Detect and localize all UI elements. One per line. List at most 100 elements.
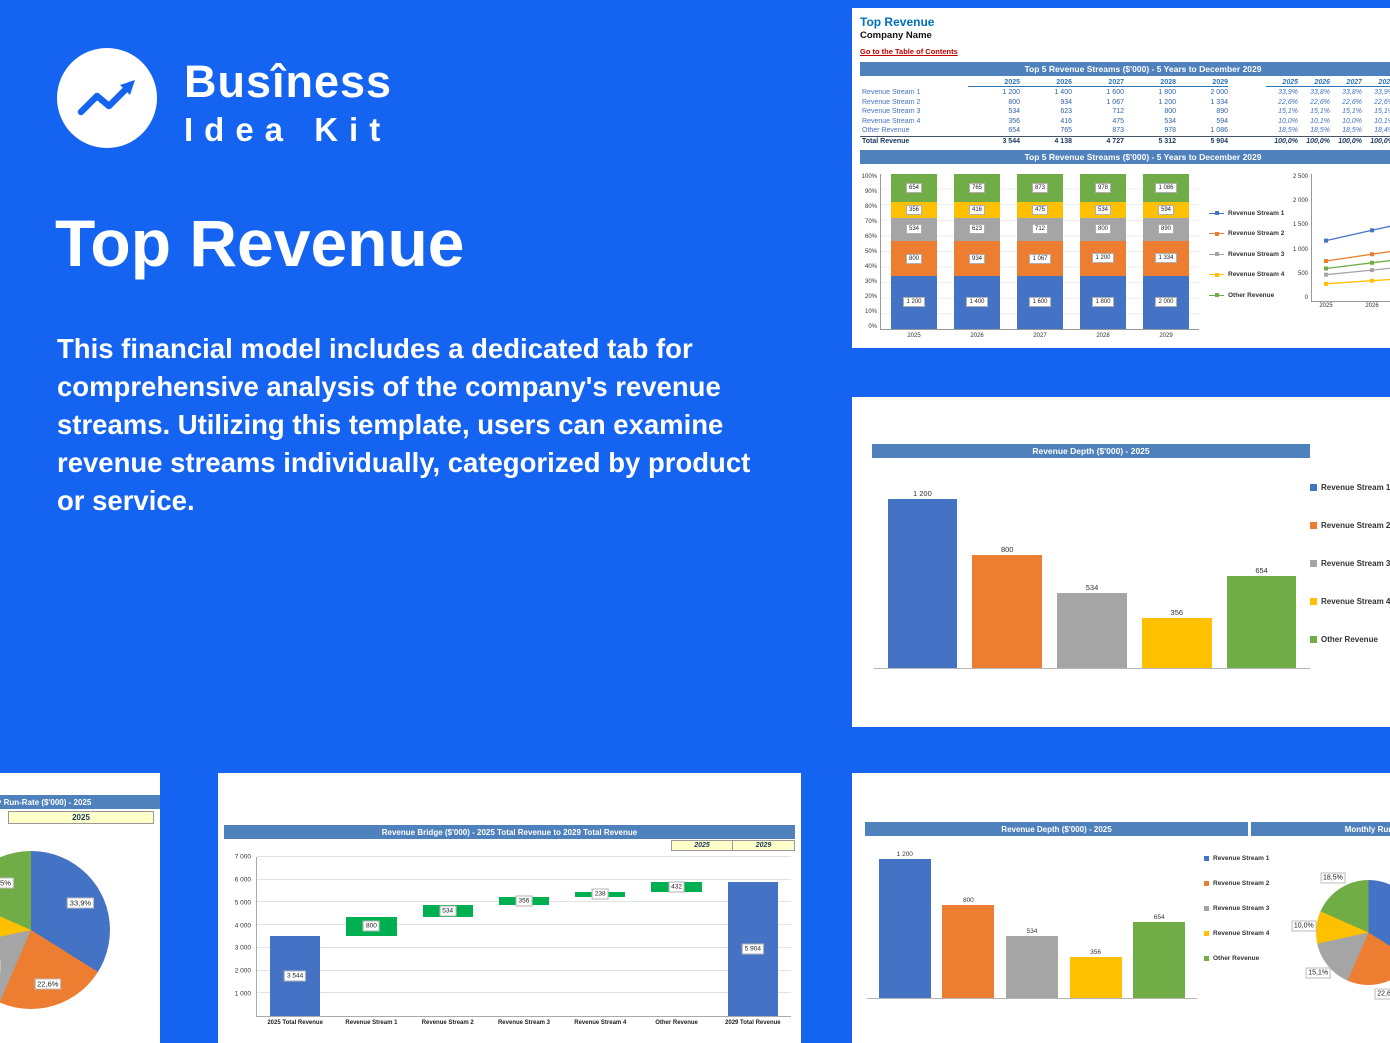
year-selector-cell[interactable]: 2025 [8,811,154,824]
bar-segment: 1 400 [954,276,1000,329]
legend-item: Revenue Stream 3 [1310,559,1390,568]
x-label: 2025 [1319,302,1333,309]
legend-label: Revenue Stream 1 [1321,483,1390,492]
stacked-bar: 1 600 1 067 712 475 873 [1017,173,1063,329]
gridline [257,992,791,994]
legend-label: Other Revenue [1228,291,1275,299]
x-label: 2026 [1365,302,1379,309]
x-label: 2025 Total Revenue [267,1020,323,1026]
bar-segment: 1 086 [1143,173,1189,203]
value-cell: 475 [1112,117,1124,125]
bar-value-label: 534 [1026,927,1038,935]
pct-cell: 10,1% [1374,117,1390,125]
x-label: Revenue Stream 2 [421,1020,474,1026]
legend-item: Revenue Stream 1 [1209,210,1284,217]
value-cell: 534 [1164,117,1176,125]
legend-line-marker [1209,272,1224,277]
y-tick: 6 000 [234,876,251,884]
bar-segment: 1 334 [1143,240,1189,276]
table-of-contents-link[interactable]: Go to the Table of Contents [860,47,958,56]
bridge-to-year-cell[interactable]: 2029 [733,840,795,851]
stacked-chart-area: 100% 90% 80% 70% 60% 50% 40% 30% 20% 10% 0% 1 200 80… [860,168,1390,339]
bar [1142,617,1212,668]
legend-swatch [1310,484,1317,491]
legend-label: Revenue Stream 2 [1228,230,1285,237]
stacked-bar: 1 800 1 200 800 534 978 [1080,173,1126,329]
bar-column: 1 200 800 534 356 654 2025 [891,173,937,339]
segment-label: 1 200 [903,297,925,308]
pct-cell: 15,1% [1342,108,1362,116]
year-header: 2025 [968,79,1020,87]
pct-cell: 15,1% [1310,108,1330,116]
columns: 3 544 2025 Total Revenue 800 Revenue Stream… [257,857,791,1026]
segment-label: 475 [1031,204,1048,215]
bar [878,858,931,998]
pct-cell: 10,0% [1342,117,1362,125]
legend-swatch [1204,931,1209,936]
waterfall-column: 3 544 2025 Total Revenue [257,857,333,1026]
bar-segment: 1 600 [1017,276,1063,329]
bar [972,555,1042,668]
legend-item: Revenue Stream 1 [1204,855,1269,862]
waterfall-bar: 238 [575,888,626,900]
legend-label: Revenue Stream 3 [1321,559,1390,568]
bridge-from-year-cell[interactable]: 2025 [671,840,733,851]
bar-value-label: 3 544 [283,970,307,982]
bar-value-label: 238 [591,888,609,900]
x-label: Revenue Stream 3 [497,1020,550,1026]
bar-value-label: 534 [1085,582,1099,592]
bar-column: 2 000 1 334 890 594 1 086 2029 [1143,173,1189,339]
legend-item: Revenue Stream 4 [1204,930,1269,937]
pct-cell: 15,1% [1374,108,1390,116]
segment-label: 1 600 [1029,297,1051,308]
revenue-bridge-chart: 7 000 6 000 5 000 4 000 3 000 2 000 1 000 3 544… [228,854,793,1039]
plot-area: 1 200 800 534 356 654 2025 1 400 934 623 416 765 20… [880,173,1199,339]
bar-segment: 873 [1017,173,1063,203]
row-label: Revenue Stream 3 [862,108,921,116]
plot-area: 3 544 2025 Total Revenue 800 Revenue Stream… [256,856,791,1026]
legend-label: Revenue Stream 4 [1213,930,1270,937]
y-tick: 2 000 [234,967,251,975]
pct-cell: 18,5% [1310,127,1330,135]
value-cell: 3 544 [1002,138,1020,145]
legend-swatch [1204,906,1209,911]
segment-label: 890 [1157,224,1174,235]
segment-label: 654 [905,182,922,193]
year-header: 2025 [1266,79,1298,87]
bar-segment: 800 [891,241,937,277]
segment-label: 356 [905,204,922,215]
y-tick: 70% [864,218,877,225]
value-cell: 1 200 [1002,89,1020,97]
waterfall-column: 356 Revenue Stream 3 [486,857,562,1026]
segment-label: 1 400 [966,297,988,308]
y-tick: 20% [864,293,877,300]
x-label: 2027 [1033,332,1047,339]
bar-column: 654 [1127,847,1191,998]
revenue-depth-chart: 1 200 800 534 356 654 [874,485,1310,669]
depth-runrate-panel: Revenue Depth ($'000) - 2025 Monthly Run… [852,773,1390,1043]
pct-cell: 22,6% [1310,98,1330,106]
legend-label: Revenue Stream 3 [1228,250,1285,258]
legend-label: Revenue Stream 2 [1321,521,1390,530]
value-cell: 978 [1164,127,1176,135]
sheet-title: Top Revenue [860,15,935,29]
bar [1226,575,1297,668]
segment-label: 712 [1031,224,1048,235]
revenue-depth-panel: Revenue Depth ($'000) - 2025 1 200 800 534… [852,397,1390,727]
pct-cell: 18,4% [1374,127,1390,135]
bar-value-label: 1 200 [913,489,932,499]
bar-column: 534 [1000,847,1064,998]
y-tick: 0 [1304,295,1308,302]
value-cell: 1 800 [1158,89,1176,97]
pie-slice-label: 18,5% [1320,872,1346,884]
bar-value-label: 534 [439,905,457,917]
bar-column: 1 200 [873,847,937,998]
x-label: Revenue Stream 4 [574,1020,627,1026]
bridge-chart-title: Revenue Bridge ($'000) - 2025 Total Reve… [224,825,795,839]
value-cell: 1 067 [1106,98,1124,106]
revenue-table: 2025202620272028202920252026202720282029… [860,77,1390,147]
waterfall-bar: 356 [498,895,550,907]
